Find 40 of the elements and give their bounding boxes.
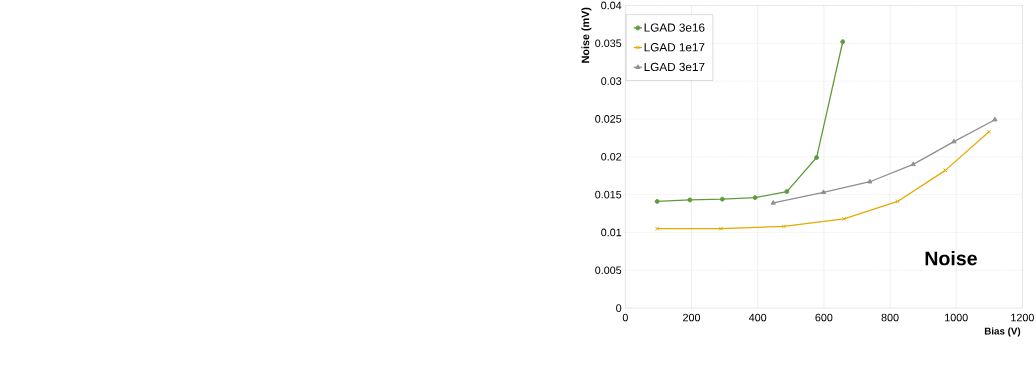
x-tick-label: 1200	[1011, 313, 1034, 322]
point	[943, 168, 948, 173]
x-tick-label: 1000	[945, 313, 968, 322]
x-tick-label: 0	[622, 313, 628, 322]
x-tick-label: 800	[881, 313, 899, 322]
y-tick-label: 0.02	[601, 153, 622, 161]
y-tick-label: 0.015	[595, 190, 622, 199]
y-tick-label: 0.01	[601, 228, 622, 237]
y-tick-label: 0.035	[595, 39, 622, 48]
point	[840, 39, 846, 45]
y-tick-label: 0	[616, 304, 622, 313]
point	[770, 200, 776, 205]
y-tick-label: 0.03	[601, 77, 622, 86]
point	[752, 195, 758, 201]
x-tick-label: 600	[815, 313, 833, 322]
x-axis-title: Bias (V)	[984, 327, 1021, 337]
legend-label: LGAD 1e17	[644, 43, 705, 52]
point	[820, 189, 827, 195]
legend-label: LGAD 3e16	[644, 23, 705, 32]
annotation: Noise	[925, 251, 977, 266]
point	[910, 161, 916, 167]
point	[687, 197, 693, 203]
point	[781, 224, 787, 229]
point	[718, 226, 724, 231]
point	[992, 116, 998, 122]
point	[719, 196, 725, 202]
point	[814, 155, 820, 161]
point	[867, 178, 873, 184]
x-tick-label: 400	[748, 313, 767, 322]
point	[654, 199, 660, 204]
point	[951, 138, 957, 144]
y-axis-title: Noise (mV)	[581, 7, 592, 63]
y-tick-label: 0.005	[595, 266, 622, 275]
point	[841, 216, 847, 222]
x-tick-label: 200	[683, 313, 701, 322]
y-tick-label: 0.025	[595, 115, 622, 123]
point	[784, 189, 790, 195]
legend-label: LGAD 3e17	[644, 62, 705, 72]
point	[895, 199, 900, 204]
y-tick-label: 0.04	[601, 1, 622, 10]
